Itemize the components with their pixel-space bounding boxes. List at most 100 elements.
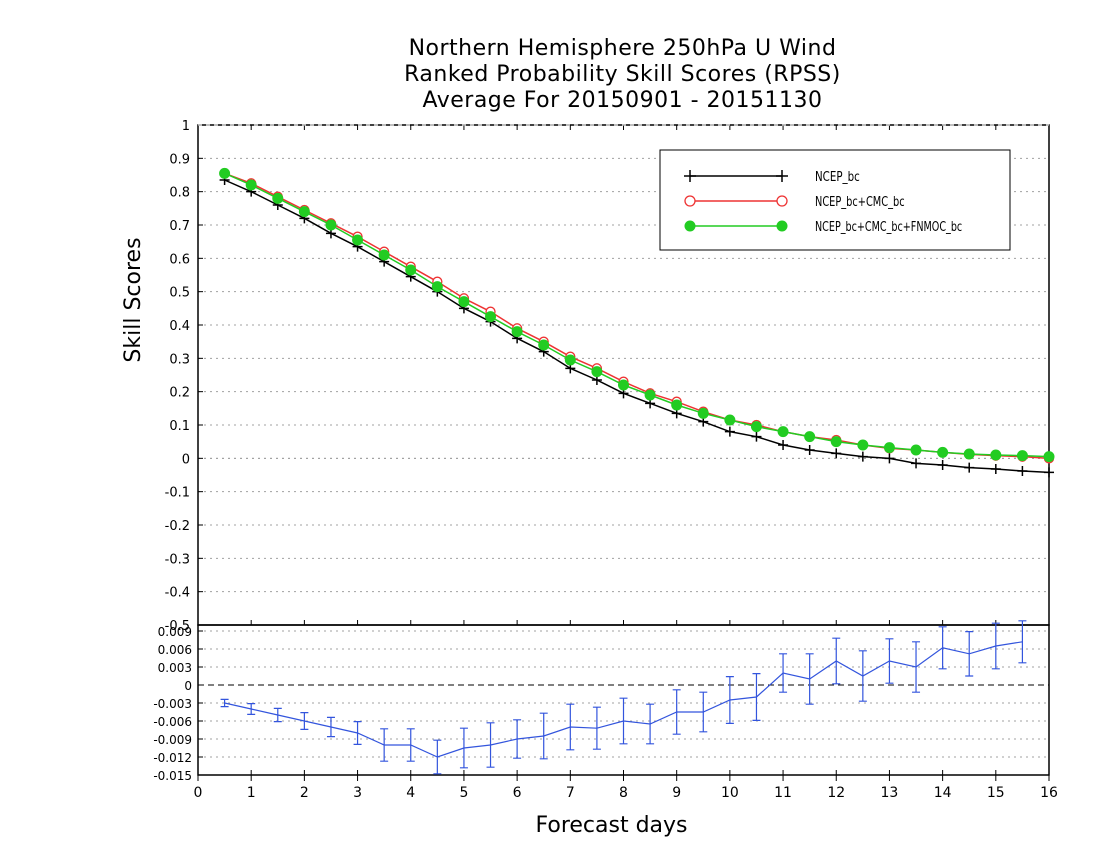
xtick-label: 7	[566, 785, 575, 801]
error-bar	[220, 698, 229, 708]
ncep-bc-point	[964, 462, 975, 473]
top-ytick-label: 0.2	[169, 386, 190, 401]
axis-layer	[197, 124, 1050, 781]
top-ytick-label: 0.5	[169, 286, 190, 301]
ncep-bc-point	[884, 453, 895, 464]
xtick-label: 2	[300, 785, 309, 801]
xtick-label: 3	[353, 785, 362, 801]
ncep-bc-point	[778, 440, 789, 450]
xtick-label: 12	[827, 785, 845, 801]
error-bar	[672, 689, 681, 735]
axis-labels: 1 0.9 0.8 0.7 0.6 0.5 0.4 0.3 0.2 0.1 0 -0.1 -0.2 -0.…	[121, 119, 1058, 838]
ncep-bc-point	[1017, 466, 1028, 476]
error-bar	[1018, 620, 1027, 664]
xtick-label: 9	[672, 785, 681, 801]
error-bar	[991, 622, 1000, 670]
ncep-cmc-fnmoc-point	[591, 366, 603, 378]
error-bar	[433, 739, 442, 775]
legend-marker	[684, 170, 696, 182]
error-bar	[380, 728, 389, 762]
ncep-cmc-fnmoc-point	[937, 446, 949, 458]
error-bar	[752, 673, 761, 721]
ncep-bc-point	[937, 460, 948, 470]
legend-label: NCEP_bc+CMC_bc+FNMOC_bc	[815, 220, 962, 235]
ncep-cmc-fnmoc-point	[990, 449, 1002, 461]
error-bar	[353, 721, 362, 745]
top-ytick-label: -0.3	[165, 552, 190, 567]
ncep-cmc-fnmoc-point	[352, 234, 364, 246]
bottom-ytick-label: -0.012	[153, 751, 192, 765]
top-ytick-label: -0.2	[165, 519, 190, 534]
top-ytick-label: 0.3	[169, 352, 190, 367]
xtick-label: 13	[881, 785, 899, 801]
top-ytick-label: 0.6	[169, 252, 190, 267]
ncep-cmc-fnmoc-point	[644, 389, 656, 401]
ncep-cmc-fnmoc-point	[804, 431, 816, 443]
ncep-cmc-fnmoc-point	[777, 426, 789, 438]
ncep-cmc-fnmoc-point	[1016, 450, 1028, 462]
ncep-bc-point	[990, 464, 1001, 474]
ncep-bc-point	[1044, 467, 1054, 478]
error-bar	[539, 712, 548, 760]
error-bar	[805, 653, 814, 705]
ncep-cmc-fnmoc-point	[830, 436, 842, 448]
top-ytick-label: 0.7	[169, 219, 190, 234]
chart-title-line-2: Ranked Probability Skill Scores (RPSS)	[404, 62, 841, 87]
error-bar	[273, 707, 282, 723]
ncep-cmc-fnmoc-point	[618, 379, 629, 391]
error-bar	[513, 719, 522, 759]
error-bar	[326, 716, 335, 738]
xtick-label: 11	[774, 785, 792, 801]
top-ytick-label: -0.5	[165, 619, 190, 634]
ncep-cmc-fnmoc-point	[883, 442, 895, 454]
ncep-bc-point	[831, 448, 842, 459]
error-bar	[566, 703, 575, 751]
error-bar	[885, 638, 894, 684]
ncep-bc-point	[751, 431, 762, 442]
error-bar	[779, 653, 788, 693]
legend-marker	[776, 195, 788, 207]
legend-marker	[776, 220, 788, 232]
series-line-0	[224, 179, 1050, 474]
bottom-ytick-label: -0.009	[153, 733, 192, 747]
top-ytick-label: -0.4	[165, 586, 190, 601]
ncep-cmc-fnmoc-point	[298, 206, 310, 218]
bottom-ytick-label: -0.015	[153, 769, 192, 783]
ncep-cmc-fnmoc-point	[405, 264, 417, 276]
error-bar	[459, 727, 468, 769]
ncep-bc-point	[804, 445, 815, 455]
ncep-bc-point	[857, 451, 868, 462]
top-ytick-label: 0.8	[169, 186, 190, 201]
ncep-cmc-fnmoc-point	[511, 326, 523, 338]
xtick-label: 1	[247, 785, 256, 801]
legend-label: NCEP_bc	[815, 170, 860, 185]
series-layer	[219, 167, 1055, 775]
legend-marker	[684, 220, 696, 232]
error-bar	[592, 706, 601, 750]
ncep-cmc-fnmoc-point	[485, 311, 497, 323]
x-axis-label: Forecast days	[535, 813, 687, 838]
ncep-cmc-fnmoc-point	[564, 354, 576, 366]
ncep-cmc-fnmoc-point	[910, 444, 922, 456]
chart-title-line-3: Average For 20150901 - 20151130	[422, 88, 823, 113]
error-bar	[912, 641, 921, 693]
xtick-label: 4	[406, 785, 415, 801]
ncep-cmc-fnmoc-point	[697, 407, 709, 419]
xtick-label: 0	[194, 785, 203, 801]
top-ytick-label: 1	[182, 119, 190, 134]
error-bar	[725, 676, 734, 724]
ncep-cmc-fnmoc-point	[1043, 451, 1055, 463]
xtick-label: 6	[513, 785, 522, 801]
chart-title-line-1: Northern Hemisphere 250hPa U Wind	[408, 36, 837, 61]
error-bar	[965, 631, 974, 677]
ncep-cmc-fnmoc-point	[963, 448, 975, 460]
legend-label: NCEP_bc+CMC_bc	[815, 195, 905, 210]
xtick-label: 16	[1040, 785, 1058, 801]
top-ytick-label: 0.9	[169, 152, 190, 167]
ncep-cmc-fnmoc-point	[325, 219, 337, 231]
bottom-ytick-label: -0.006	[153, 715, 192, 729]
ncep-cmc-fnmoc-point	[750, 421, 762, 433]
legend-box	[659, 149, 1011, 251]
y-axis-label: Skill Scores	[121, 237, 146, 362]
